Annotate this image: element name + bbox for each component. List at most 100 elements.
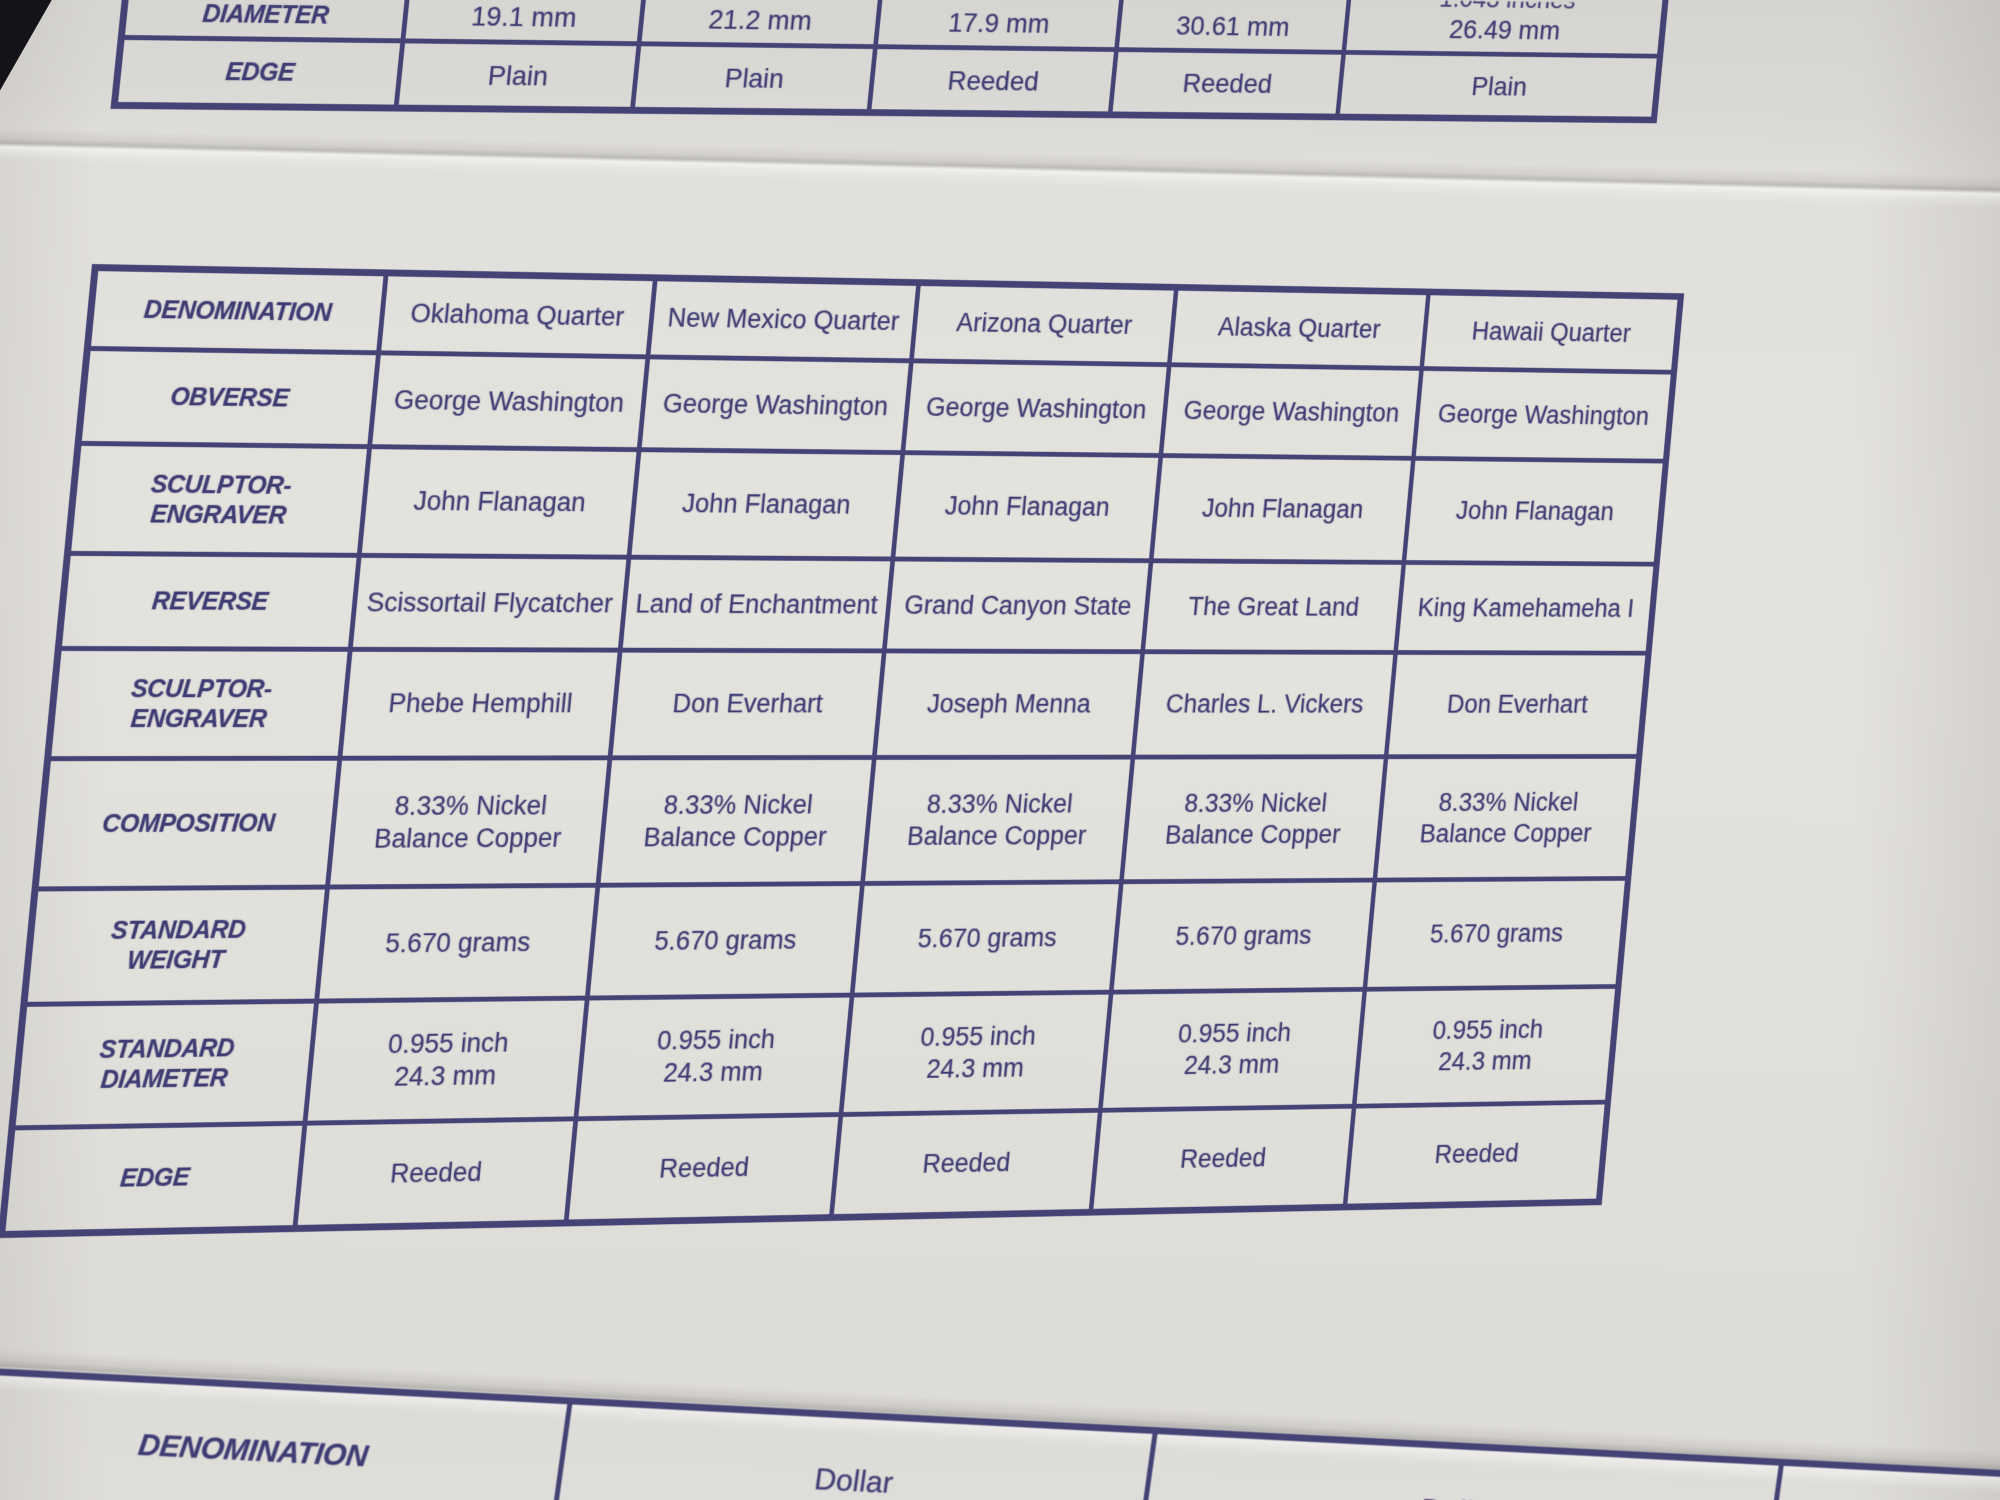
spec-value-cell: Scissortail Flycatcher (352, 557, 632, 648)
cell-text-line: 24.3 mm (662, 1056, 765, 1088)
spec-value-cell: Reeded (568, 1116, 844, 1220)
cell-text-line: Land of Enchantment (634, 588, 880, 619)
cell-text-line: 0.955 inch (386, 1027, 511, 1060)
row-label-cell: DENOMINATION (0, 1373, 573, 1500)
cell-text-line: Plain (723, 62, 786, 94)
cell-text-line: 17.9 mm (946, 7, 1051, 39)
spec-value-cell: John Flanagan (895, 455, 1163, 559)
spec-value-cell: 17.9 mm (878, 0, 1127, 48)
spec-value-cell: John Flanagan (631, 452, 905, 557)
row-label-cell: REVERSE (62, 555, 362, 647)
spec-value-cell: John Flanagan (1406, 461, 1662, 562)
spec-value-cell: Reeded (297, 1121, 579, 1225)
spec-value-cell: 5.670 grams (589, 885, 865, 996)
spec-value-cell: 8.33% Nickel Balance Copper (1377, 759, 1636, 878)
table-row: STANDARD WEIGHT 5.670 grams 5.670 grams 5.67… (27, 880, 1625, 1007)
cell-text-line: 24.3 mm (925, 1053, 1026, 1084)
row-label-cell: COMPOSITION (38, 760, 343, 887)
cell-text-line: New Mexico Quarter (666, 302, 901, 336)
spec-value-cell: Dollar (1140, 1434, 1784, 1500)
cell-text-line: Don Everhart (1445, 689, 1590, 719)
cell-text-line: Joseph Menna (925, 689, 1093, 719)
table-row: REVERSE Scissortail Flycatcher Land of Enc… (61, 555, 1654, 656)
cell-text-line: ENGRAVER (129, 704, 268, 733)
cell-text-line: Balance Copper (642, 821, 828, 852)
row-label-cell: STANDARD WEIGHT (27, 889, 330, 1002)
cell-text-line: Oklahoma Quarter (409, 298, 626, 332)
cell-text-line: George Washington (1182, 395, 1401, 427)
cell-text-line: 5.670 grams (1174, 920, 1313, 951)
cell-text-line: 8.33% Nickel (925, 788, 1074, 819)
cell-text-line: 24.3 mm (393, 1060, 498, 1092)
column-header-cell: Oklahoma Quarter (381, 276, 658, 355)
cell-text-line: John Flanagan (1200, 493, 1365, 524)
cell-text-line: George Washington (661, 388, 890, 421)
cell-text-line: 26.49 mm (1448, 14, 1562, 46)
cell-text-line: 8.33% Nickel (393, 790, 549, 821)
cell-text-line: ENGRAVER (149, 500, 288, 530)
cell-text-line: George Washington (392, 384, 626, 418)
cell-text-line: George Washington (924, 391, 1148, 424)
cell-text-line: Dollar (812, 1462, 896, 1500)
spec-value-cell: 19.1 mm (405, 0, 650, 42)
spec-value-cell: George Washington (372, 355, 651, 448)
cell-text-line: 24.3 mm (1182, 1049, 1281, 1080)
spec-value-cell: Reeded (1347, 1104, 1604, 1203)
cell-text-line: 19.1 mm (469, 0, 579, 33)
cell-text-line: COMPOSITION (101, 808, 277, 838)
cell-text-line: 0.955 inch (1431, 1015, 1545, 1045)
column-header-cell: New Mexico Quarter (650, 281, 921, 359)
spec-value-cell: Don Everhart (612, 652, 887, 756)
cell-text-line: John Flanagan (943, 491, 1112, 522)
spec-value-cell: Plain (635, 46, 878, 110)
spec-value-cell: Reeded (1112, 51, 1346, 114)
table-row: DENOMINATION Dollar Dollar Dollar (0, 1373, 2000, 1500)
paper-fold-crease-top (0, 126, 2000, 217)
row-label-cell: OBVERSE (81, 350, 381, 445)
cell-text-line: Balance Copper (905, 820, 1088, 851)
cell-text-line: George Washington (1436, 399, 1651, 431)
cell-text-line: Reeded (1433, 1138, 1520, 1169)
spec-value-cell: 5.670 grams (1367, 881, 1625, 987)
spec-value-cell: 0.955 inch 24.3 mm (1357, 989, 1616, 1104)
cell-text-line: Hawaii Quarter (1470, 316, 1632, 348)
cell-text-line: 5.670 grams (916, 922, 1059, 953)
cell-text-line: Reeded (921, 1147, 1012, 1178)
cell-text-line: John Flanagan (680, 488, 852, 520)
spec-value-cell: 8.33% Nickel Balance Copper (600, 759, 877, 883)
row-label-cell: STANDARD DIAMETER (15, 1003, 319, 1126)
row-label-cell: EDGE (5, 1125, 308, 1231)
cell-text-line: Balance Copper (1418, 818, 1593, 848)
cell-text-line: 5.670 grams (653, 924, 798, 956)
cell-text-line: STANDARD (109, 915, 247, 945)
specification-table-quarters: DENOMINATION Oklahoma Quarter New Mexico Q… (0, 264, 1685, 1239)
spec-value-cell: Phebe Hemphill (342, 651, 623, 756)
cell-text-line: Balance Copper (1163, 819, 1342, 849)
row-label-cell: EDGE (118, 39, 406, 105)
spec-value-cell: 0.955 inch 24.3 mm (307, 1000, 590, 1121)
spec-value-cell: Joseph Menna (876, 653, 1145, 756)
spec-value-cell: Reeded (1093, 1108, 1357, 1209)
cell-text-line: EDGE (224, 58, 296, 87)
cell-text-line: Reeded (946, 64, 1041, 96)
spec-value-cell: Reeded (871, 49, 1119, 112)
spec-value-cell: John Flanagan (1153, 457, 1416, 561)
cell-text-line: EDGE (118, 1163, 191, 1193)
cell-text-line: 0.955 inch (919, 1021, 1038, 1052)
cell-text-line: 0.955 inch (655, 1024, 777, 1056)
table-row: SCULPTOR- ENGRAVER Phebe Hemphill Don Everh… (50, 650, 1646, 762)
cell-text-line: Reeded (1181, 67, 1274, 99)
cell-text-line: OBVERSE (169, 383, 291, 413)
cell-text-line: 30.61 mm (1174, 10, 1291, 42)
cell-text-line: REVERSE (150, 587, 270, 616)
cell-text-line: 8.33% Nickel (1183, 788, 1329, 818)
spec-value-cell: 21.2 mm (641, 0, 886, 45)
cell-text-line: 5.670 grams (1428, 918, 1565, 948)
cell-text-line: Arizona Quarter (955, 307, 1134, 340)
table-row: SCULPTOR- ENGRAVER John Flanagan John Flana… (70, 445, 1663, 567)
spec-value-cell: 5.670 grams (1113, 882, 1377, 990)
cell-text-line: DENOMINATION (142, 295, 333, 327)
spec-value-cell: Reeded (833, 1112, 1103, 1215)
cell-text-line: Balance Copper (372, 822, 563, 854)
cell-text-line: STANDARD (98, 1034, 236, 1065)
